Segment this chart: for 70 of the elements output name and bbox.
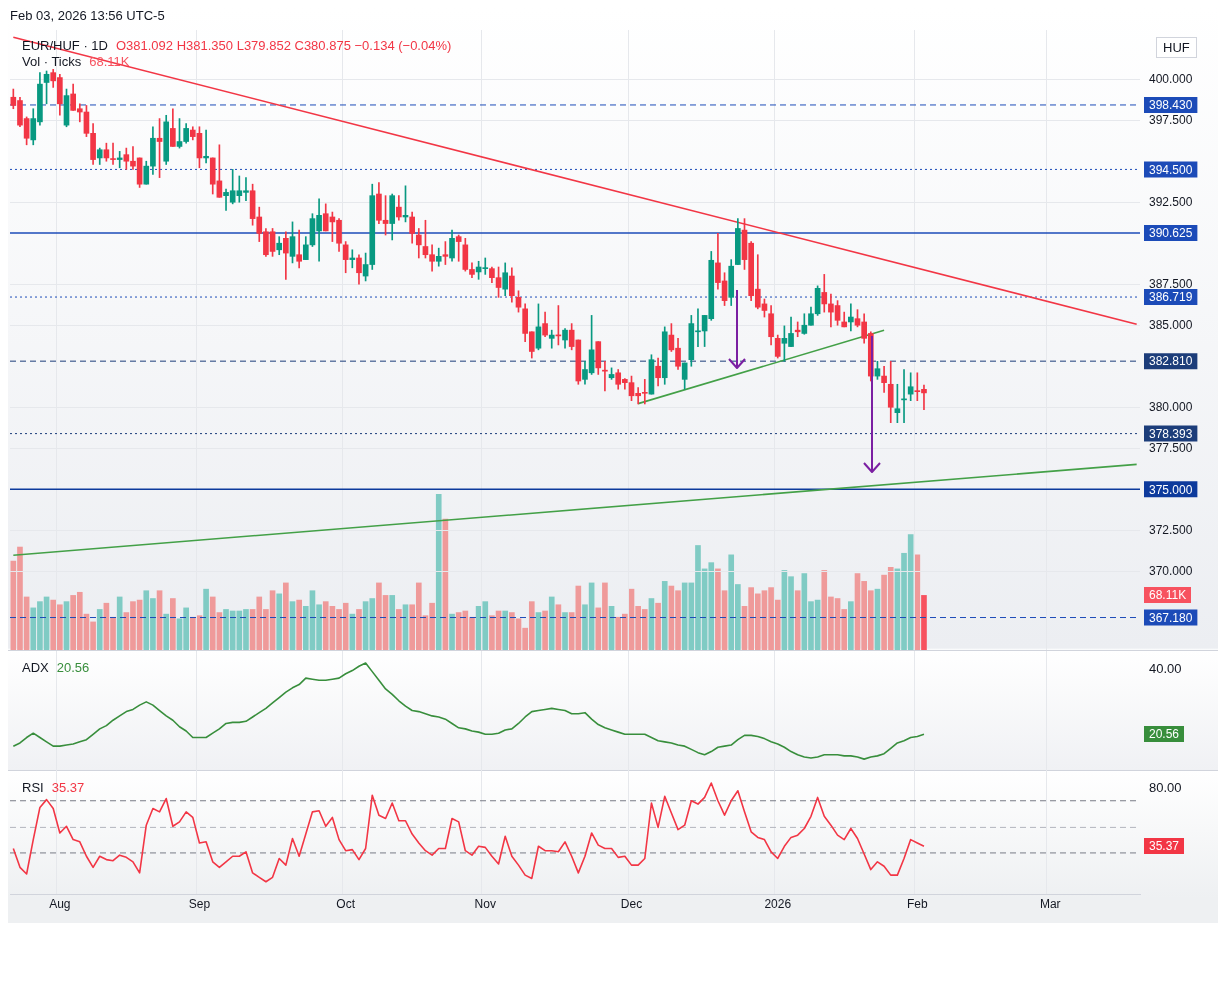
x-tick-label: Dec	[620, 896, 643, 911]
ref-line-label: 394.500	[1149, 162, 1193, 177]
chart-title: ADX	[22, 660, 49, 675]
bar	[542, 610, 548, 650]
text: 80.00	[1149, 780, 1182, 795]
candlestick	[548, 329, 555, 349]
bar	[356, 609, 362, 650]
text: 20.56	[1144, 726, 1185, 742]
y-tick-label: 377.500	[1149, 440, 1193, 455]
bar	[502, 610, 509, 650]
x-tick-label: Aug	[49, 896, 71, 911]
chart-title: Vol · Ticks	[22, 54, 82, 69]
bar	[170, 598, 176, 650]
ref-line-label: 367.180	[1149, 610, 1193, 625]
x-tick-label: Oct	[336, 896, 356, 911]
bar	[203, 588, 209, 650]
bar	[794, 590, 801, 650]
x-tick-label: Sep	[188, 896, 211, 911]
x-tick-label: Feb	[906, 896, 928, 911]
bar	[349, 613, 356, 650]
bar	[435, 494, 442, 650]
bar	[389, 595, 396, 650]
bar	[848, 601, 854, 650]
text: 40.00	[1149, 661, 1182, 676]
y-tick-label: 380.000	[1149, 399, 1193, 414]
bar	[396, 609, 402, 650]
bar	[296, 599, 302, 650]
candlestick	[203, 129, 209, 164]
text: O381.092 H381.350 L379.852 C380.875 −0.134 (−0.04%)	[115, 38, 452, 53]
candlestick	[349, 249, 356, 269]
bar	[283, 582, 289, 650]
y-tick-label: 400.000	[1149, 71, 1193, 86]
text: 68.11K	[1144, 587, 1192, 603]
bar	[116, 596, 123, 650]
y-tick-label: 370.000	[1149, 563, 1193, 578]
bar	[921, 595, 927, 650]
candlestick	[116, 151, 123, 169]
candlestick	[455, 234, 462, 262]
ref-line-label: 375.000	[1149, 482, 1193, 497]
bar	[661, 581, 668, 650]
x-tick-label: Nov	[474, 896, 496, 911]
y-tick-label: 385.000	[1149, 317, 1193, 332]
candlestick	[794, 321, 801, 338]
bar	[96, 609, 103, 650]
candlestick	[848, 303, 854, 332]
chart-title: RSI	[22, 780, 44, 795]
text: Feb 03, 2026 13:56 UTC-5	[10, 8, 165, 23]
bar	[163, 613, 170, 650]
bar	[449, 613, 455, 650]
bar	[548, 596, 555, 650]
bar	[655, 602, 661, 650]
x-tick-label: 2026	[764, 896, 792, 911]
ref-line-label: 390.625	[1149, 226, 1193, 241]
ref-line-label: 386.719	[1149, 290, 1193, 305]
x-tick-label: Mar	[1039, 896, 1061, 911]
y-axis-title: HUF	[1156, 37, 1197, 58]
chart-subtitle: 20.56	[56, 660, 90, 675]
ref-line-label: 382.810	[1149, 354, 1193, 369]
candlestick	[110, 142, 116, 165]
candlestick	[296, 229, 302, 269]
y-tick-label: 372.500	[1149, 522, 1193, 537]
ref-line-label: 378.393	[1149, 426, 1193, 441]
y-tick-label: 387.500	[1149, 276, 1193, 291]
y-tick-label: 392.500	[1149, 194, 1193, 209]
text: 35.37	[1144, 838, 1185, 854]
chart-subtitle: 35.37	[51, 780, 85, 795]
bar	[562, 612, 568, 650]
bar	[276, 593, 283, 650]
y-tick-label: 397.500	[1149, 112, 1193, 127]
ref-line-label: 398.430	[1149, 98, 1193, 113]
